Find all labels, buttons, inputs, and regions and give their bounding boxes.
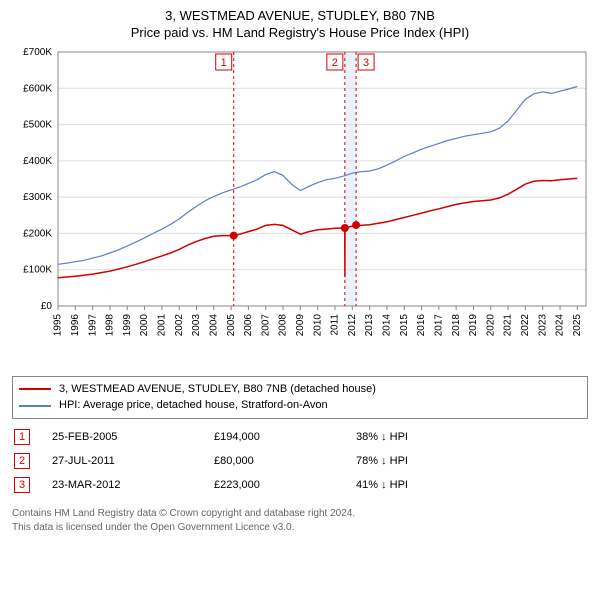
svg-text:£400K: £400K (23, 156, 52, 167)
sales-row-number-box: 3 (14, 477, 30, 493)
svg-text:2013: 2013 (364, 313, 375, 336)
legend-label: 3, WESTMEAD AVENUE, STUDLEY, B80 7NB (de… (59, 381, 376, 398)
svg-text:1998: 1998 (105, 313, 116, 336)
svg-text:2024: 2024 (555, 313, 566, 336)
svg-text:£600K: £600K (23, 83, 52, 94)
svg-text:2011: 2011 (330, 313, 341, 335)
svg-text:2018: 2018 (451, 313, 462, 336)
sales-table: 1 25-FEB-2005 £194,000 38% ↓ HPI 2 27-JUL-201… (12, 425, 588, 497)
svg-text:2020: 2020 (485, 313, 496, 336)
svg-text:2005: 2005 (226, 313, 237, 336)
sales-row-price: £223,000 (214, 479, 334, 491)
svg-text:1995: 1995 (53, 313, 64, 336)
svg-text:2017: 2017 (433, 313, 444, 336)
svg-text:£300K: £300K (23, 192, 52, 203)
svg-text:2007: 2007 (260, 313, 271, 336)
svg-text:3: 3 (363, 57, 369, 69)
svg-text:2001: 2001 (157, 313, 168, 336)
sales-row: 1 25-FEB-2005 £194,000 38% ↓ HPI (12, 425, 588, 449)
svg-text:2004: 2004 (208, 313, 219, 336)
chart-titles: 3, WESTMEAD AVENUE, STUDLEY, B80 7NB Pri… (12, 8, 588, 42)
sales-row-number-box: 2 (14, 453, 30, 469)
svg-text:2002: 2002 (174, 313, 185, 336)
title-sub: Price paid vs. HM Land Registry's House … (12, 25, 588, 42)
svg-text:1: 1 (221, 57, 227, 69)
svg-text:£700K: £700K (23, 47, 52, 58)
svg-text:£200K: £200K (23, 228, 52, 239)
sales-row-number-box: 1 (14, 429, 30, 445)
svg-text:1996: 1996 (70, 313, 81, 336)
legend: 3, WESTMEAD AVENUE, STUDLEY, B80 7NB (de… (12, 376, 588, 419)
svg-text:2021: 2021 (503, 313, 514, 336)
chart: £0 £100K £200K £300K £400K £500K £600K £700K 199… (12, 46, 588, 366)
svg-text:2015: 2015 (399, 313, 410, 336)
sales-row-date: 27-JUL-2011 (52, 455, 192, 467)
svg-text:2022: 2022 (520, 313, 531, 336)
svg-text:2: 2 (332, 57, 338, 69)
sales-row-price: £194,000 (214, 431, 334, 443)
svg-text:2000: 2000 (139, 313, 150, 336)
svg-text:2003: 2003 (191, 313, 202, 336)
sales-row-date: 23-MAR-2012 (52, 479, 192, 491)
svg-text:£500K: £500K (23, 119, 52, 130)
svg-text:1999: 1999 (122, 313, 133, 336)
svg-text:£100K: £100K (23, 264, 52, 275)
sales-row: 2 27-JUL-2011 £80,000 78% ↓ HPI (12, 449, 588, 473)
footer-line-2: This data is licensed under the Open Gov… (12, 521, 588, 535)
svg-text:2012: 2012 (347, 313, 358, 336)
sales-row-diff: 38% ↓ HPI (356, 431, 496, 443)
legend-row: HPI: Average price, detached house, Stra… (19, 397, 581, 414)
legend-swatch (19, 405, 51, 407)
footer: Contains HM Land Registry data © Crown c… (12, 507, 588, 535)
legend-swatch (19, 388, 51, 390)
svg-text:2025: 2025 (572, 313, 583, 336)
sales-row-diff: 78% ↓ HPI (356, 455, 496, 467)
svg-text:2023: 2023 (537, 313, 548, 336)
svg-text:2014: 2014 (382, 313, 393, 336)
chart-svg: £0 £100K £200K £300K £400K £500K £600K £700K 199… (12, 46, 588, 366)
svg-text:2009: 2009 (295, 313, 306, 336)
legend-row: 3, WESTMEAD AVENUE, STUDLEY, B80 7NB (de… (19, 381, 581, 398)
svg-text:2019: 2019 (468, 313, 479, 336)
svg-text:2006: 2006 (243, 313, 254, 336)
svg-text:1997: 1997 (87, 313, 98, 336)
svg-text:2010: 2010 (312, 313, 323, 336)
sales-row: 3 23-MAR-2012 £223,000 41% ↓ HPI (12, 473, 588, 497)
svg-text:2016: 2016 (416, 313, 427, 336)
svg-text:2008: 2008 (278, 313, 289, 336)
svg-text:£0: £0 (41, 301, 53, 312)
title-main: 3, WESTMEAD AVENUE, STUDLEY, B80 7NB (12, 8, 588, 25)
footer-line-1: Contains HM Land Registry data © Crown c… (12, 507, 588, 521)
sales-row-diff: 41% ↓ HPI (356, 479, 496, 491)
sales-row-price: £80,000 (214, 455, 334, 467)
sales-row-date: 25-FEB-2005 (52, 431, 192, 443)
legend-label: HPI: Average price, detached house, Stra… (59, 397, 328, 414)
